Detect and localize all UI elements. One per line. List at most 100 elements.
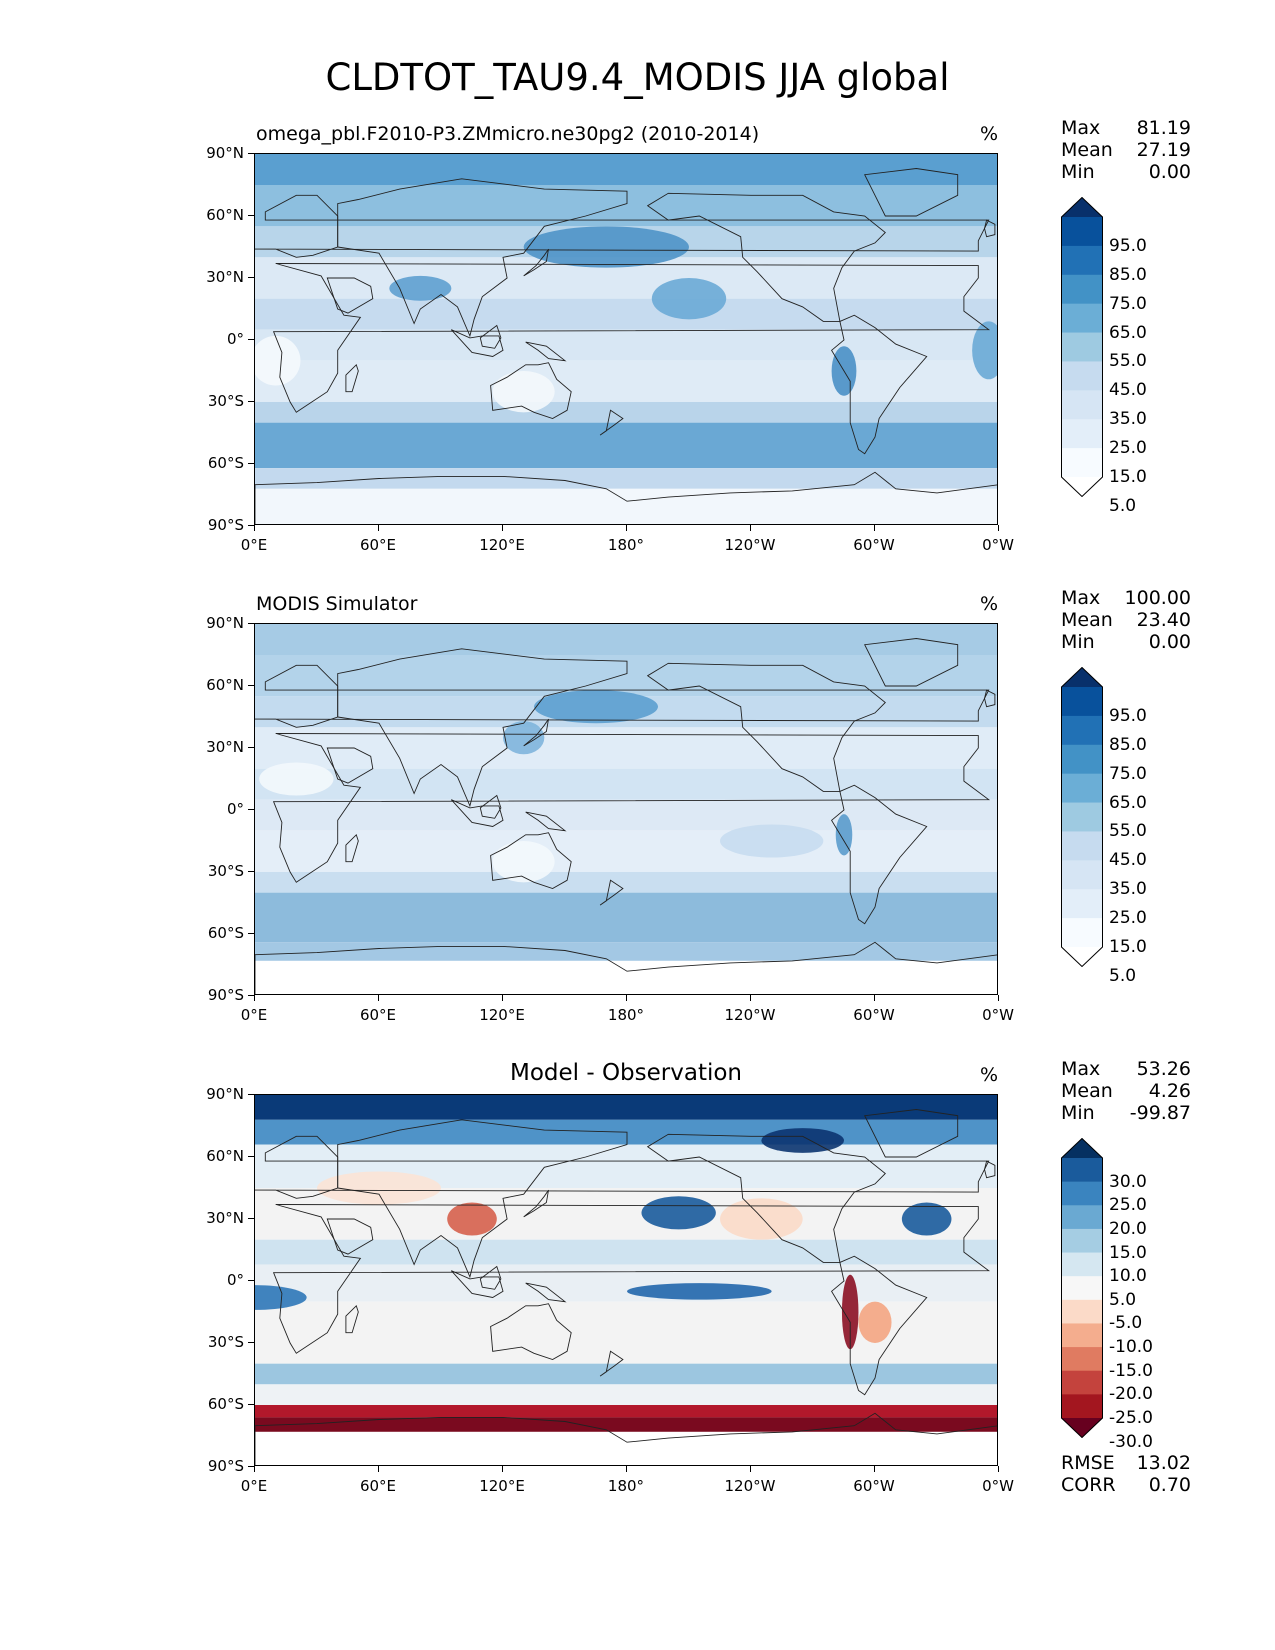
stat-value: 0.00 (1148, 631, 1191, 653)
colorbar-segment (1061, 361, 1103, 391)
coastline-uk (984, 1160, 996, 1179)
map-plot (254, 153, 998, 525)
stat-label: Max (1061, 117, 1101, 139)
colorbar-segment (1061, 217, 1103, 247)
colorbar-tick-label: -10.0 (1109, 1337, 1153, 1358)
colorbar-segment (1061, 1181, 1103, 1206)
stat-label: Mean (1061, 139, 1113, 161)
stat-value: 13.02 (1136, 1452, 1191, 1474)
lat-tick (248, 933, 254, 935)
lon-tick-label: 120°E (479, 1006, 525, 1024)
lat-tick-label: 30°S (207, 1333, 244, 1351)
coastline-japan (523, 248, 549, 277)
colorbar (1061, 196, 1103, 498)
stat-value: 27.19 (1136, 139, 1191, 161)
map-plot (254, 1094, 998, 1466)
colorbar-tick-label: 35.0 (1109, 409, 1147, 430)
coastline-newguinea (525, 1282, 567, 1303)
colorbar-tick-label: 15.0 (1109, 467, 1147, 487)
colorbar-extend-top (1061, 197, 1103, 217)
colorbar-tick-label: 65.0 (1109, 322, 1147, 343)
lon-tick (378, 525, 380, 531)
lat-tick (248, 463, 254, 465)
lon-tick (626, 995, 628, 1001)
lon-tick (254, 525, 256, 531)
stat-label: Max (1061, 587, 1101, 609)
panel-title: Model - Observation (509, 1060, 743, 1086)
colorbar-outline (1061, 1137, 1103, 1439)
colorbar-tick-label: 5.0 (1109, 1289, 1137, 1310)
coastline-africa (272, 1204, 991, 1354)
colorbar-extend-bottom (1061, 1418, 1103, 1438)
map-field (255, 624, 997, 994)
lon-tick-label: 60°W (853, 536, 895, 554)
lat-tick-label: 60°N (206, 676, 244, 694)
coastline-borneo (479, 324, 502, 349)
coastline-europe (255, 194, 990, 258)
stat-value: 53.26 (1136, 1058, 1191, 1080)
lat-tick (248, 871, 254, 873)
coastline-greenland (864, 1109, 959, 1158)
panel-units: % (980, 123, 999, 145)
coastline-samerica (831, 314, 928, 455)
lat-tick (248, 1156, 254, 1158)
coastline-antarctica (255, 941, 997, 994)
colorbar-tick-label: -15.0 (1109, 1360, 1153, 1381)
colorbar-segment (1061, 390, 1103, 420)
stat-value: -99.87 (1129, 1102, 1191, 1124)
colorbar-tick-label: 5.0 (1109, 495, 1137, 516)
lat-tick (248, 1094, 254, 1096)
stat-value: 0.00 (1148, 161, 1191, 183)
colorbar-segment (1061, 1252, 1103, 1277)
colorbar-segment (1061, 1347, 1103, 1372)
colorbar-tick-label: 75.0 (1109, 763, 1147, 784)
lat-tick (248, 277, 254, 279)
colorbar-segment (1061, 744, 1103, 775)
lat-tick (248, 1342, 254, 1344)
stat-value: 0.70 (1148, 1474, 1191, 1496)
lon-tick (998, 525, 1000, 531)
colorbar-tick-label: -5.0 (1109, 1313, 1143, 1334)
colorbar-segment (1061, 1228, 1103, 1254)
colorbar-tick-label: 95.0 (1109, 235, 1147, 256)
stat-label: Mean (1061, 1080, 1113, 1102)
colorbar-segment (1061, 1205, 1103, 1230)
lat-tick (248, 401, 254, 403)
colorbar-tick-label: 25.0 (1109, 438, 1147, 459)
lon-tick-label: 60°E (359, 536, 397, 554)
lon-tick (502, 525, 504, 531)
lat-tick-label: 90°S (207, 1457, 244, 1475)
coastline-borneo (479, 794, 502, 819)
coastline-namerica (646, 662, 886, 792)
colorbar-tick-label: 55.0 (1109, 821, 1147, 842)
coastline-namerica (646, 1133, 886, 1263)
stat-label: CORR (1061, 1474, 1116, 1496)
colorbar-extend-bottom (1061, 947, 1103, 967)
lon-tick (378, 995, 380, 1001)
panel-units: % (980, 593, 999, 615)
colorbar-segment (1061, 1323, 1103, 1348)
lat-tick (248, 809, 254, 811)
map-field (255, 154, 997, 524)
colorbar-segment (1061, 860, 1103, 890)
lat-tick-label: 0° (226, 800, 244, 818)
lat-tick (248, 153, 254, 155)
coastline-antarctica (255, 471, 997, 524)
figure-title: CLDTOT_TAU9.4_MODIS JJA global (325, 56, 950, 99)
colorbar-segment (1061, 1276, 1103, 1301)
stat-label: Mean (1061, 609, 1113, 631)
lat-tick-label: 60°S (207, 454, 244, 472)
stat-value: 100.00 (1124, 587, 1191, 609)
coastline-nz (599, 1350, 624, 1377)
lat-tick (248, 525, 254, 527)
lat-tick-label: 0° (226, 330, 244, 348)
lon-tick (254, 1466, 256, 1472)
colorbar-tick-label: 30.0 (1109, 1171, 1147, 1192)
coastline-borneo (479, 1265, 502, 1290)
lat-tick (248, 1280, 254, 1282)
colorbar-tick-label: 85.0 (1109, 264, 1147, 285)
lat-tick-label: 30°N (206, 1209, 244, 1227)
colorbar-tick-label: 15.0 (1109, 1242, 1147, 1263)
panel-title: omega_pbl.F2010-P3.ZMmicro.ne30pg2 (2010… (256, 123, 760, 145)
lat-tick (248, 1466, 254, 1468)
